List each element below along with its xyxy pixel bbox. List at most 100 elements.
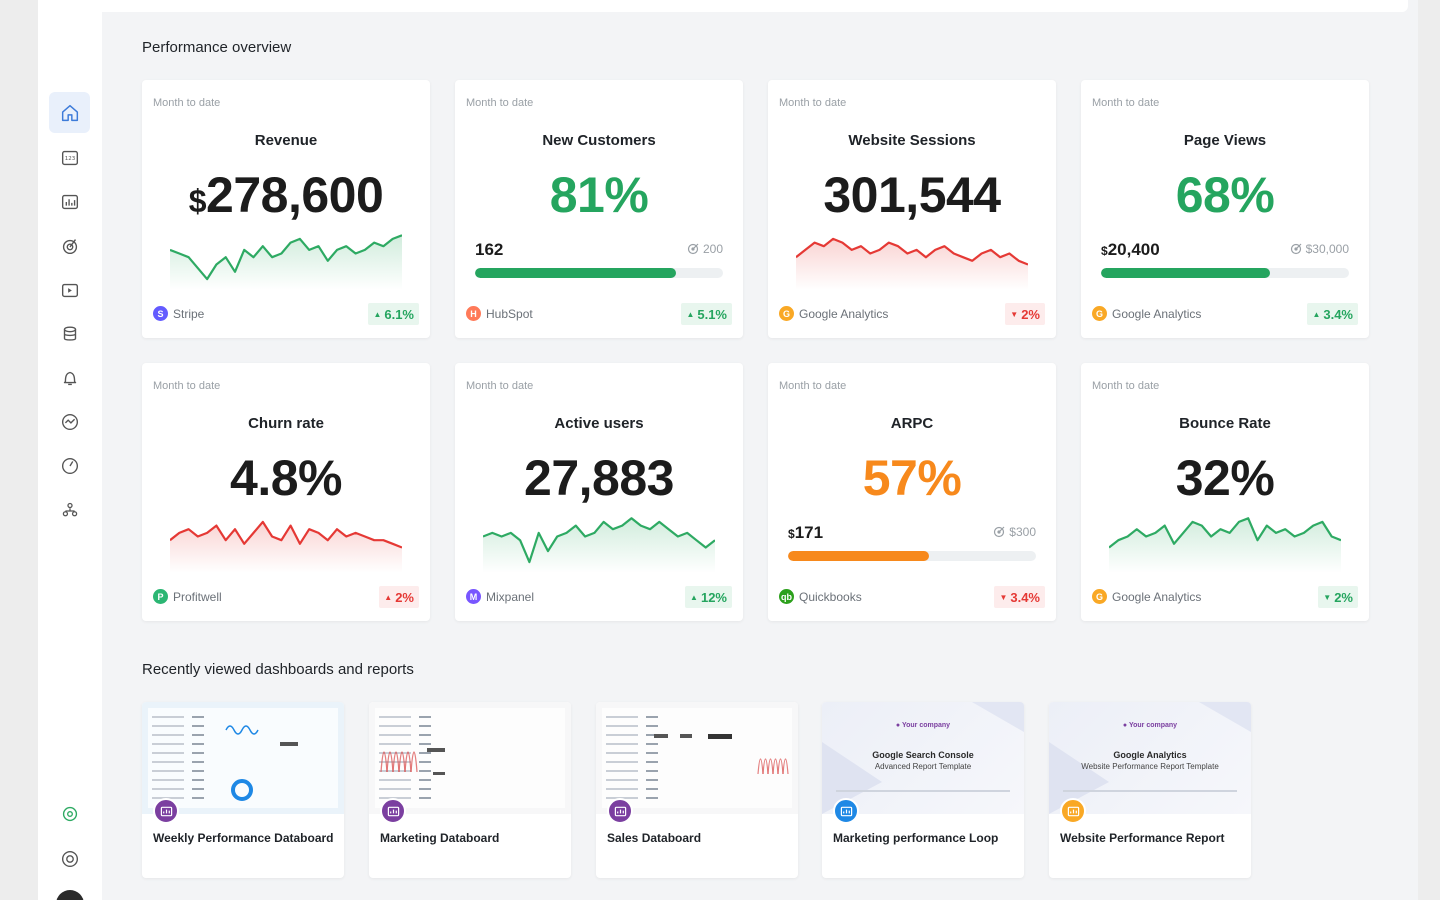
sidebar-help-button[interactable] — [49, 838, 90, 879]
source-name: Profitwell — [173, 589, 222, 604]
report-thumbnail: ● Your company Google Search Console Advan… — [822, 702, 1024, 814]
metric-card[interactable]: Month to date Bounce Rate 32% G Google Analy… — [1081, 363, 1369, 621]
sparkline-line — [1109, 517, 1341, 549]
company-label: ● Your company — [895, 722, 951, 729]
sparkline-area — [483, 518, 715, 573]
source-name: Google Analytics — [1112, 306, 1202, 321]
recent-report-card[interactable]: ● Your company Google Analytics Website Pe… — [1049, 702, 1251, 878]
metric-value-text: 278,600 — [206, 167, 384, 223]
template-heading: Google Search Console — [872, 750, 974, 760]
sidebar-goals-button[interactable] — [49, 225, 90, 266]
metric-card[interactable]: Month to date ARPC 57% $171 $300 qb Quickbooks… — [768, 363, 1056, 621]
metric-card[interactable]: Month to date Website Sessions 301,544 G Goo… — [768, 80, 1056, 338]
sidebar: 123 — [38, 0, 102, 900]
recent-report-card[interactable]: Marketing Databoard — [369, 702, 571, 878]
team-icon — [62, 502, 77, 516]
report-type-icon — [1067, 806, 1079, 816]
metric-card[interactable]: Month to date Revenue $278,600 S Stripe ▲ 6.1% — [142, 80, 430, 338]
goal-currency: $ — [788, 527, 795, 541]
report-title: Weekly Performance Databoard — [153, 831, 334, 845]
report-title: Marketing Databoard — [380, 831, 500, 845]
metric-card[interactable]: Month to date Active users 27,883 M Mixpanel… — [455, 363, 743, 621]
company-name: Your company — [1128, 722, 1178, 729]
sidebar-alerts-button[interactable] — [49, 357, 90, 398]
data-source: G Google Analytics — [1092, 306, 1201, 321]
metric-value-text: 32% — [1175, 450, 1275, 506]
sidebar-home-button[interactable] — [49, 92, 90, 133]
target-icon — [687, 243, 699, 255]
sidebar-metrics-button[interactable] — [49, 401, 90, 442]
avatar[interactable] — [56, 890, 84, 900]
sidebar-data-button[interactable] — [49, 313, 90, 354]
recent-report-card[interactable]: Sales Databoard — [596, 702, 798, 878]
delta-badge: ▲ 3.4% — [1307, 303, 1358, 325]
recent-report-card[interactable]: ● Your company Google Search Console Advan… — [822, 702, 1024, 878]
metric-title: Website Sessions — [848, 132, 976, 149]
reports-icon — [61, 283, 78, 297]
source-logo-icon: P — [153, 589, 168, 604]
sparkline-line — [483, 517, 715, 564]
delta-value: 12% — [700, 589, 727, 605]
goal-progress: $171 $300 — [788, 523, 1036, 563]
source-logo-icon: S — [153, 306, 168, 321]
delta-value: 2% — [395, 589, 414, 605]
goal-current: 162 — [475, 240, 503, 260]
currency-symbol: $ — [188, 183, 207, 219]
metric-value-text: 4.8% — [230, 450, 342, 506]
metric-title: Churn rate — [248, 415, 324, 432]
arrow-up-icon: ▲ — [686, 309, 695, 319]
home-icon — [61, 104, 78, 121]
dashboard-icon — [61, 194, 78, 209]
report-thumbnail-wrap — [142, 702, 344, 814]
data-source: qb Quickbooks — [779, 589, 862, 604]
period-label: Month to date — [1092, 97, 1160, 109]
template-background — [1049, 702, 1251, 814]
source-name: HubSpot — [486, 306, 533, 321]
goal-progress: 162 200 — [475, 240, 723, 280]
report-type-icon — [160, 806, 172, 816]
sidebar-integrations-button[interactable] — [49, 793, 90, 834]
sidebar-reports-button[interactable] — [49, 269, 90, 310]
delta-badge: ▲ 5.1% — [681, 303, 732, 325]
data-source: P Profitwell — [153, 589, 222, 604]
delta-value: 2% — [1021, 306, 1040, 322]
source-logo-icon: M — [466, 589, 481, 604]
delta-badge: ▼ 2% — [1318, 586, 1358, 608]
report-thumbnail — [596, 702, 798, 814]
metric-title: Active users — [554, 415, 644, 432]
target-icon — [994, 526, 1005, 538]
sidebar-number-button[interactable]: 123 — [49, 137, 90, 178]
period-label: Month to date — [466, 97, 534, 109]
benchmarks-icon — [61, 457, 78, 474]
sidebar-team-button[interactable] — [49, 490, 90, 531]
metric-card[interactable]: Month to date Churn rate 4.8% P Profitwell ▲ 2… — [142, 363, 430, 621]
goal-current-value: 20,400 — [1107, 240, 1160, 259]
report-title: Website Performance Report — [1060, 831, 1225, 845]
metric-card[interactable]: Month to date New Customers 81% 162 200 H HubS… — [455, 80, 743, 338]
goal-currency: $ — [1101, 244, 1108, 258]
template-subheading: Advanced Report Template — [874, 762, 972, 771]
sparkline — [1109, 517, 1341, 573]
recently-viewed-title: Recently viewed dashboards and reports — [142, 661, 414, 678]
template-caption-line — [836, 790, 1010, 792]
number-icon: 123 — [61, 150, 78, 165]
data-source: H HubSpot — [466, 306, 533, 321]
sidebar-dashboard-button[interactable] — [49, 181, 90, 222]
arrow-down-icon: ▼ — [1010, 309, 1019, 319]
sparkline-area — [170, 235, 402, 290]
sparkline-line — [796, 237, 1028, 266]
arrow-up-icon: ▲ — [373, 309, 382, 319]
sidebar-benchmarks-button[interactable] — [49, 445, 90, 486]
metric-card[interactable]: Month to date Page Views 68% $20,400 $30,000… — [1081, 80, 1369, 338]
report-thumbnail-wrap — [596, 702, 798, 814]
report-type-icon — [387, 806, 399, 816]
period-label: Month to date — [466, 380, 534, 392]
target-icon — [1290, 243, 1302, 255]
report-type-icon — [840, 806, 852, 816]
report-type-badge — [1060, 798, 1086, 824]
goals-icon — [62, 238, 77, 254]
data-source: G Google Analytics — [1092, 589, 1201, 604]
arrow-up-icon: ▲ — [384, 592, 393, 602]
recent-report-card[interactable]: Weekly Performance Databoard — [142, 702, 344, 878]
sparkline — [483, 517, 715, 573]
